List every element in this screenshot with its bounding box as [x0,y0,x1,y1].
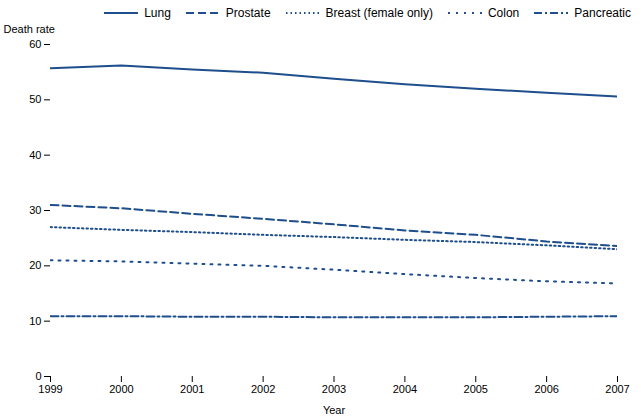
html-text:Colon: Colon [487,6,520,20]
svg-text:30: 30 [29,204,41,216]
svg-text:2007: 2007 [605,383,629,395]
svg-text:1999: 1999 [38,383,62,395]
svg-text:20: 20 [29,259,41,271]
svg-text:2000: 2000 [109,383,133,395]
html-text:Pancreatic: Pancreatic [574,6,631,20]
svg-text:50: 50 [29,93,41,105]
svg-text:40: 40 [29,149,41,161]
html-text:Breast (female only): Breast (female only) [325,6,433,20]
svg-text:2002: 2002 [251,383,275,395]
html-text:Lung: Lung [144,6,171,20]
svg-text:2003: 2003 [322,383,346,395]
svg-text:10: 10 [29,315,41,327]
svg-text:60: 60 [29,38,41,50]
svg-text:2004: 2004 [393,383,417,395]
html-text:Prostate: Prostate [225,6,271,20]
svg-text:2005: 2005 [464,383,488,395]
svg-text:Death rate: Death rate [4,23,55,35]
svg-text:2001: 2001 [180,383,204,395]
svg-text:2006: 2006 [534,383,558,395]
svg-text:0: 0 [35,370,41,382]
svg-text:Year: Year [323,404,346,416]
